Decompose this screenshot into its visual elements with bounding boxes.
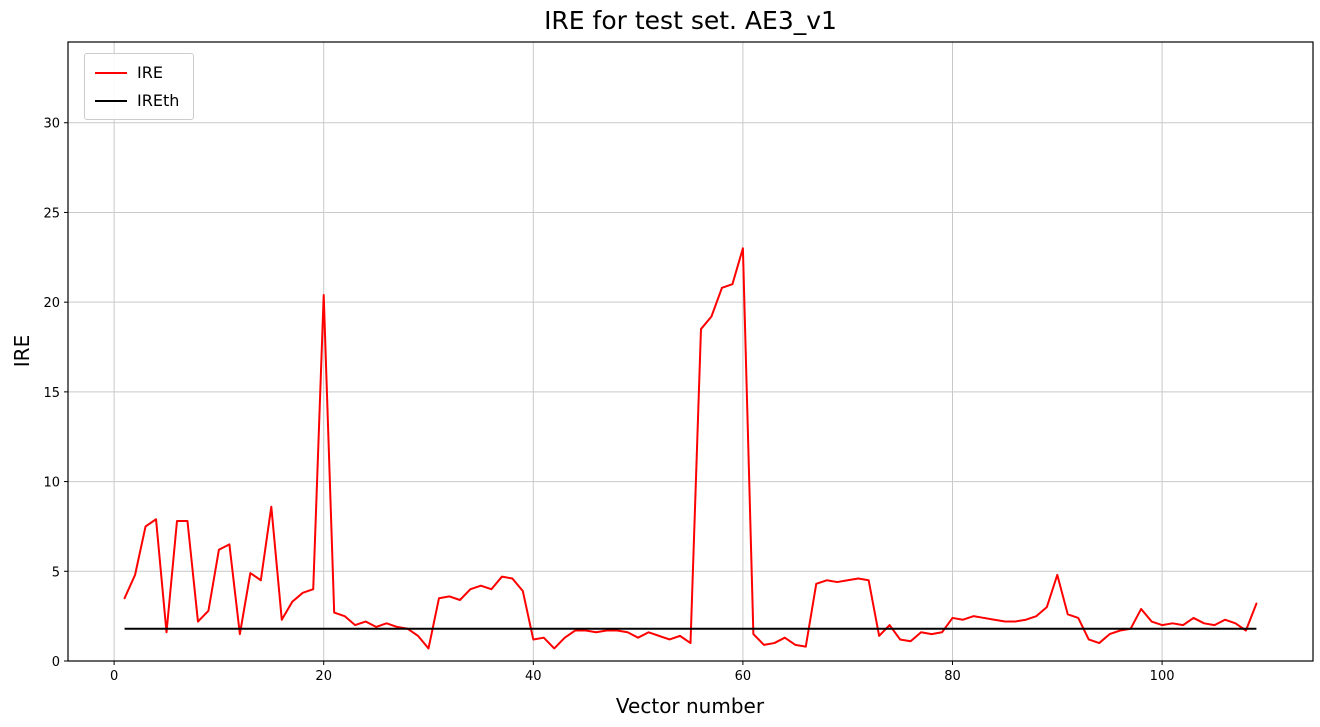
- x-tick-label: 40: [525, 669, 542, 684]
- y-tick-label: 5: [52, 565, 60, 580]
- x-axis-label: Vector number: [615, 694, 765, 718]
- legend-label: IRE: [137, 63, 163, 82]
- legend: IRE IREth: [84, 53, 195, 120]
- legend-swatch-IRE: [95, 71, 127, 74]
- legend-swatch-IREth: [95, 99, 127, 102]
- y-tick-label: 0: [52, 655, 60, 670]
- x-tick-label: 80: [944, 669, 961, 684]
- x-tick-label: 0: [110, 669, 118, 684]
- y-tick-label: 10: [43, 476, 60, 491]
- x-tick-label: 20: [315, 669, 332, 684]
- legend-item-IREth: IREth: [95, 91, 179, 110]
- chart-title: IRE for test set. AE3_v1: [544, 6, 837, 35]
- x-tick-label: 60: [735, 669, 752, 684]
- y-tick-label: 30: [43, 117, 60, 132]
- y-tick-label: 15: [43, 386, 60, 401]
- legend-label: IREth: [137, 91, 180, 110]
- y-tick-label: 20: [43, 296, 60, 311]
- y-tick-label: 25: [43, 206, 60, 221]
- ire-line: [123, 247, 1258, 650]
- x-tick-label: 100: [1150, 669, 1175, 684]
- legend-item-IRE: IRE: [95, 63, 179, 82]
- plot-border: [67, 41, 1314, 662]
